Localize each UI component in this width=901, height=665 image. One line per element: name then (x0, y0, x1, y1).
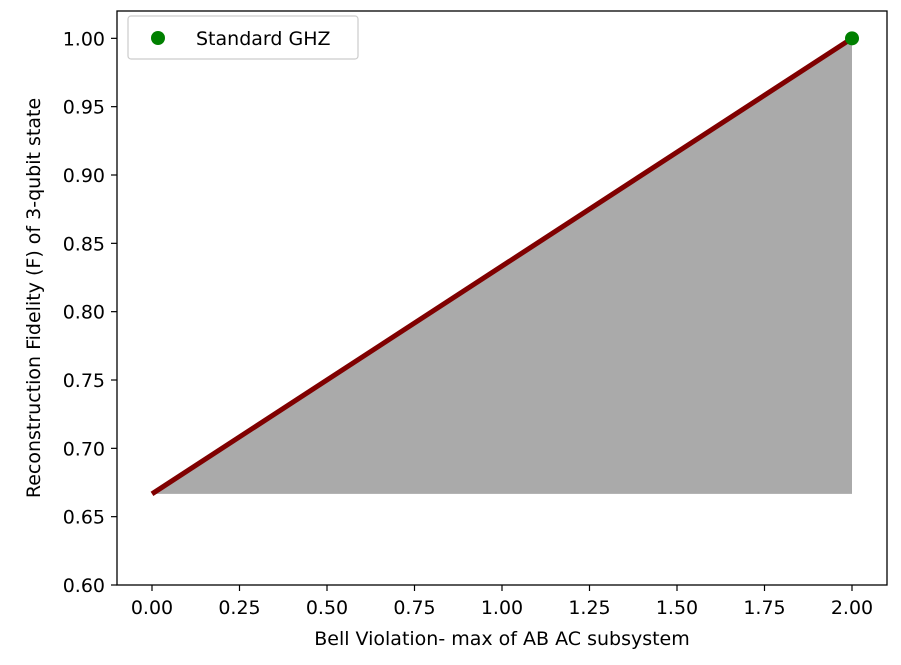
legend-label-standard-ghz: Standard GHZ (196, 28, 331, 50)
x-tick-label: 1.75 (743, 597, 785, 619)
y-tick-label: 0.60 (63, 575, 105, 597)
x-axis-title: Bell Violation- max of AB AC subsystem (314, 628, 690, 650)
x-tick-label: 1.50 (656, 597, 698, 619)
legend-marker-standard-ghz (151, 31, 165, 45)
y-tick-label: 0.80 (63, 302, 105, 324)
x-tick-label: 0.00 (131, 597, 173, 619)
y-axis-title: Reconstruction Fidelity (F) of 3-qubit s… (23, 98, 45, 498)
x-tick-label: 0.50 (306, 597, 348, 619)
x-tick-label: 0.25 (218, 597, 260, 619)
legend: Standard GHZ (127, 15, 359, 60)
y-tick-label: 0.75 (63, 370, 105, 392)
y-tick-label: 0.95 (63, 97, 105, 119)
y-tick-label: 0.90 (63, 165, 105, 187)
y-tick-label: 0.65 (63, 507, 105, 529)
scatter-point-standard-ghz (845, 31, 859, 46)
x-tick-label: 1.00 (481, 597, 523, 619)
y-tick-label: 0.70 (63, 438, 105, 460)
fidelity-line-0 (150, 36, 854, 496)
x-tick-label: 1.25 (568, 597, 610, 619)
x-tick-label: 0.75 (393, 597, 435, 619)
y-tick-label: 0.85 (63, 233, 105, 255)
y-tick-label: 1.00 (63, 28, 105, 50)
x-tick-label: 2.00 (831, 597, 873, 619)
legend-box (127, 15, 359, 60)
